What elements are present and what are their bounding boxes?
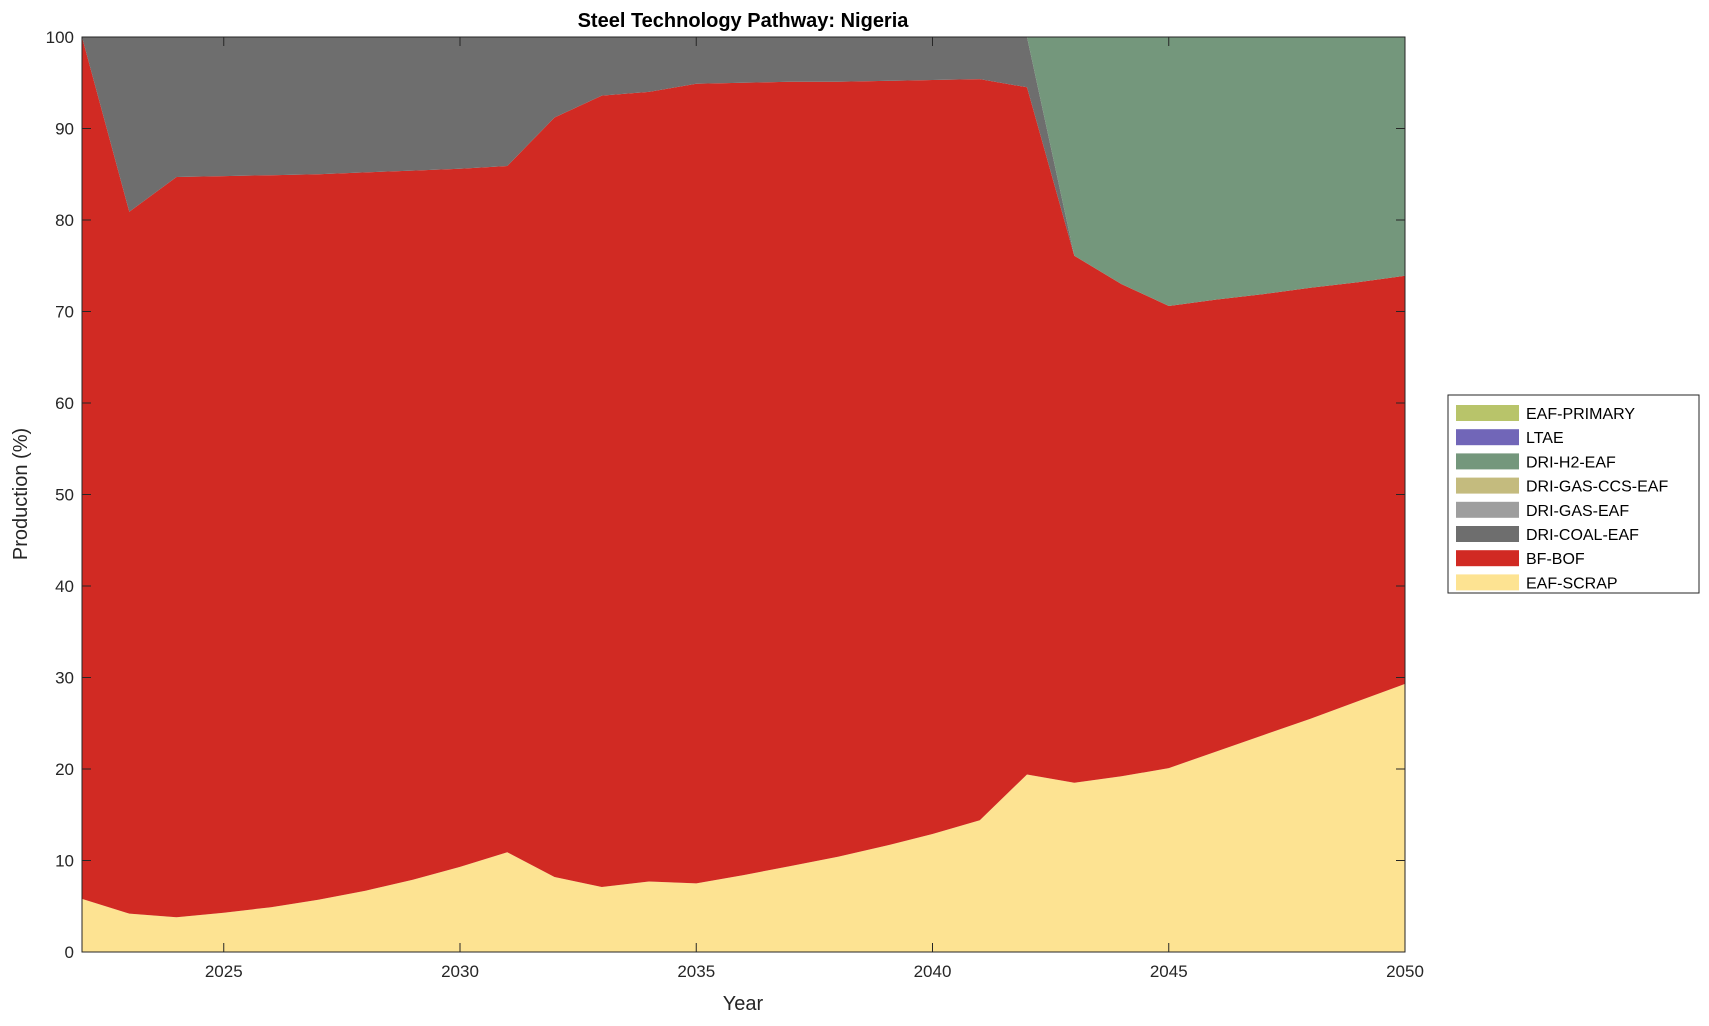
legend-swatch	[1456, 453, 1519, 470]
y-tick-label: 0	[65, 943, 74, 962]
legend-swatch	[1456, 550, 1519, 567]
legend-label: EAF-SCRAP	[1526, 575, 1618, 592]
legend-label: DRI-H2-EAF	[1526, 454, 1616, 471]
y-tick-label: 80	[55, 211, 74, 230]
y-axis-label: Production (%)	[10, 428, 32, 560]
x-tick-label: 2050	[1386, 962, 1424, 981]
plot-areas	[82, 37, 1405, 952]
x-tick-label: 2025	[205, 962, 243, 981]
x-axis-label: Year	[723, 993, 764, 1015]
y-tick-label: 90	[55, 120, 74, 139]
legend-swatch	[1456, 501, 1519, 518]
y-tick-label: 30	[55, 669, 74, 688]
axis-ticks: 2025 2030 2035 2040 2045 20500102030405060708…	[46, 28, 1424, 981]
legend-swatch	[1456, 405, 1519, 421]
legend-swatch	[1456, 477, 1519, 494]
legend: EAF-PRIMARY LTAE DRI-H2-EAF DRI-GAS-CCS-EAF…	[1447, 394, 1700, 594]
area-eaf-scrap	[82, 683, 1405, 952]
legend-swatch	[1456, 429, 1519, 446]
legend-swatch	[1456, 526, 1519, 542]
area-bf-bof	[82, 37, 1405, 918]
y-tick-label: 40	[55, 577, 74, 596]
chart-title: Steel Technology Pathway: Nigeria	[578, 10, 910, 32]
legend-label: DRI-GAS-EAF	[1526, 503, 1629, 520]
x-tick-label: 2035	[677, 962, 715, 981]
x-tick-label: 2045	[1150, 962, 1188, 981]
area-dri-coal-eaf	[82, 37, 1405, 306]
y-tick-label: 70	[55, 303, 74, 322]
area-dri-h2-eaf	[82, 37, 1405, 306]
x-tick-label: 2040	[914, 962, 952, 981]
legend-swatch	[1456, 574, 1519, 591]
y-tick-label: 50	[55, 486, 74, 505]
legend-label: DRI-COAL-EAF	[1526, 527, 1639, 544]
y-tick-label: 10	[55, 852, 74, 871]
y-tick-label: 100	[46, 28, 74, 47]
legend-label: BF-BOF	[1526, 551, 1585, 568]
x-tick-label: 2030	[441, 962, 479, 981]
legend-label: LTAE	[1526, 430, 1564, 447]
y-tick-label: 60	[55, 394, 74, 413]
legend-label: DRI-GAS-CCS-EAF	[1526, 479, 1668, 496]
y-tick-label: 20	[55, 760, 74, 779]
legend-label: EAF-PRIMARY	[1526, 406, 1635, 423]
